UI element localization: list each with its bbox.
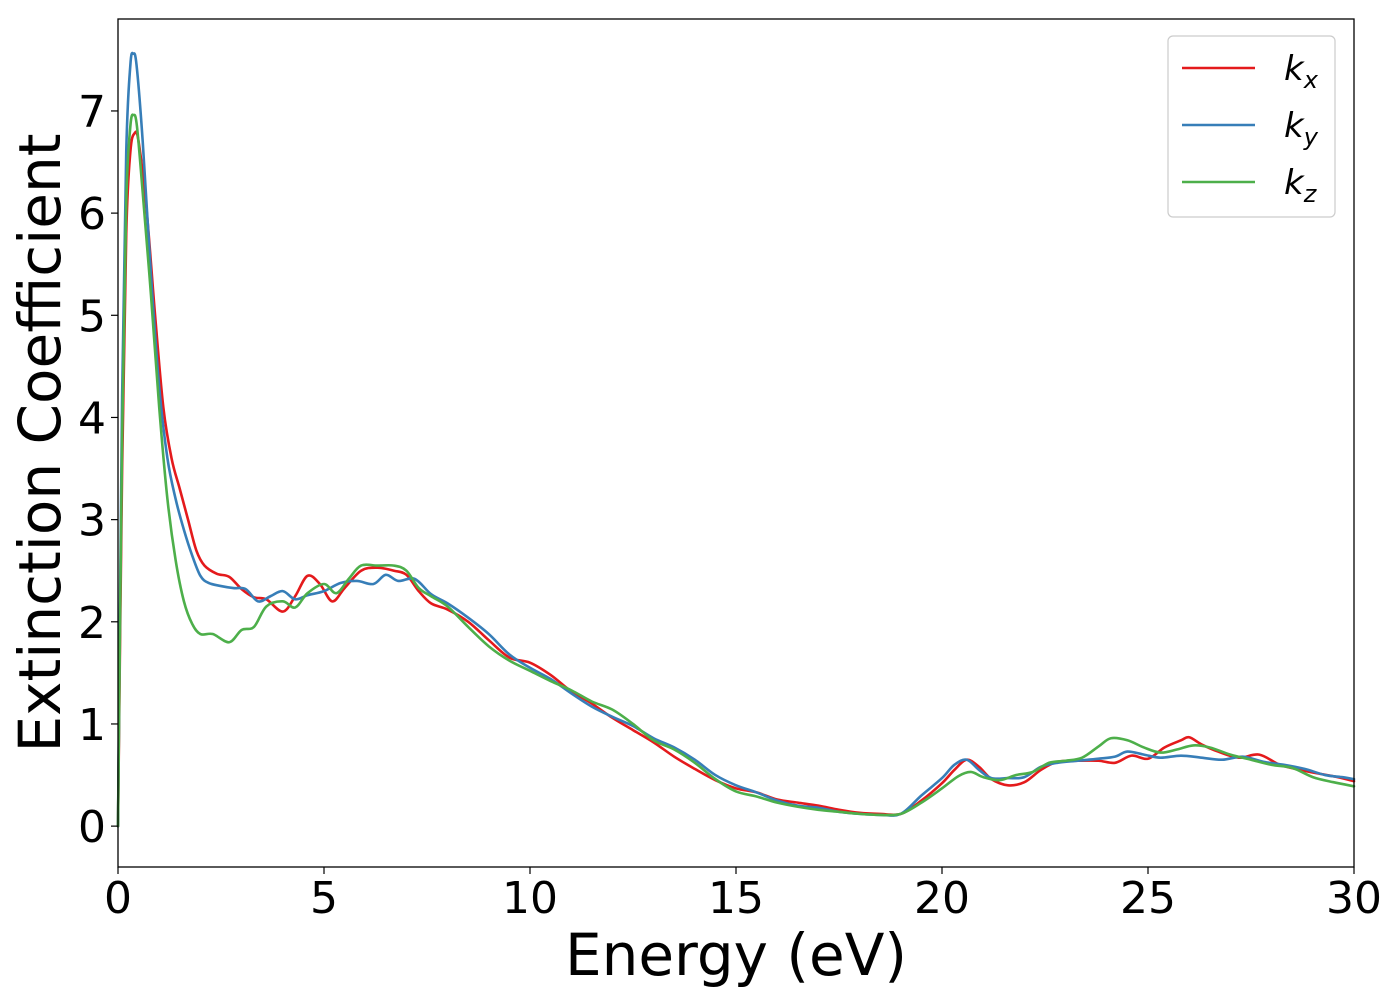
x-tick-label: 15 [708, 873, 764, 924]
x-axis-label: Energy (eV) [565, 921, 907, 989]
x-tick-label: 25 [1120, 873, 1176, 924]
y-tick-label: 7 [78, 87, 106, 138]
x-tick-label: 30 [1326, 873, 1382, 924]
series-line-z [116, 113, 1356, 828]
y-tick-label: 2 [78, 598, 106, 649]
series-layer [116, 51, 1356, 828]
legend-box [1167, 35, 1336, 218]
series-line-x [116, 130, 1356, 828]
y-tick-label: 1 [78, 700, 106, 751]
y-tick-label: 4 [78, 393, 106, 444]
x-tick-label: 0 [104, 873, 132, 924]
x-tick-label: 20 [914, 873, 970, 924]
y-tick-label: 3 [78, 496, 106, 547]
y-tick-label: 6 [78, 189, 106, 240]
x-axis: 0 5 10 15 20 25 30 [104, 867, 1382, 924]
y-axis-label: Extinction Coefficient [6, 134, 74, 753]
x-tick-label: 5 [310, 873, 338, 924]
series-line-y [116, 51, 1356, 828]
y-tick-label: 0 [78, 802, 106, 853]
x-tick-label: 10 [502, 873, 558, 924]
y-tick-label: 5 [78, 291, 106, 342]
y-axis: 0 1 2 3 4 5 6 7 [78, 87, 118, 853]
